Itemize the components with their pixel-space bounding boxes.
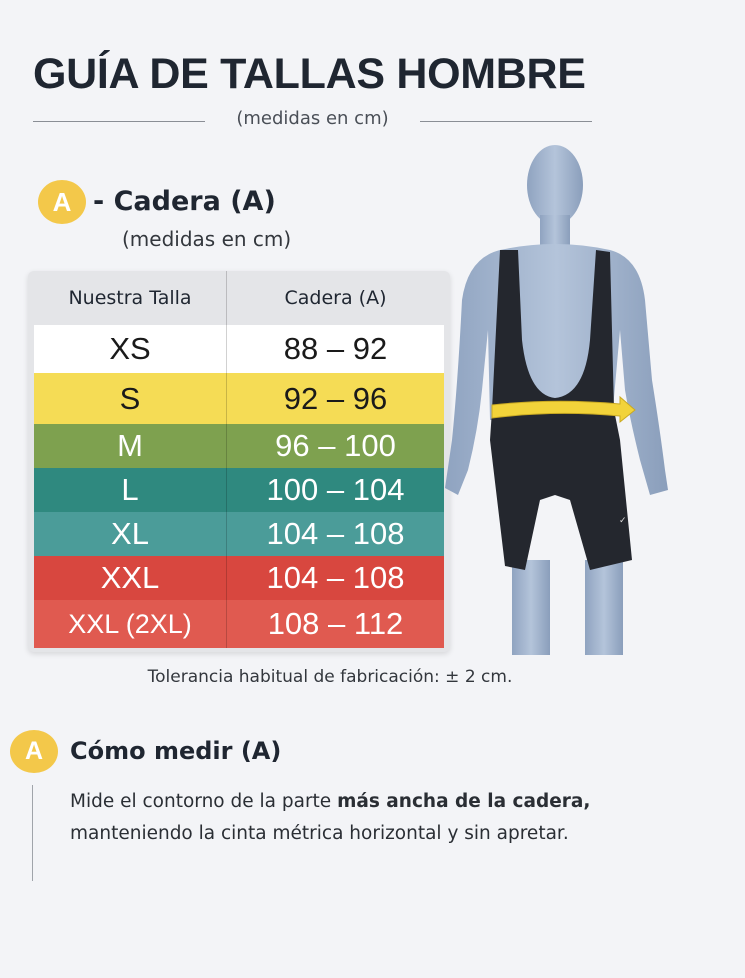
how-to-text: Mide el contorno de la parte más ancha d… [70, 786, 590, 850]
how-to-title: Cómo medir (A) [70, 737, 282, 765]
hip-range-cell: 104 – 108 [226, 512, 444, 556]
bold-text: más ancha de la cadera, [337, 791, 591, 812]
table-header: Nuestra Talla Cadera (A) [34, 271, 444, 325]
size-cell: XXL (2XL) [68, 608, 192, 639]
table-row: XXL (2XL) 108 – 112 [34, 600, 444, 648]
divider [420, 121, 592, 122]
size-cell: S [119, 380, 141, 416]
page-title: GUÍA DE TALLAS HOMBRE [33, 50, 586, 98]
section-units: (medidas en cm) [122, 227, 292, 251]
table-row: L 100 – 104 [34, 468, 444, 512]
measuring-tape [491, 395, 636, 424]
table-row: XL 104 – 108 [34, 512, 444, 556]
size-cell: M [117, 428, 143, 463]
page-subtitle: (medidas en cm) [236, 108, 389, 129]
size-cell: XL [111, 516, 149, 551]
size-cell: L [121, 472, 139, 507]
hip-range-cell: 92 – 96 [226, 373, 444, 424]
table-row: S 92 – 96 [34, 373, 444, 424]
table-row: XXL 104 – 108 [34, 556, 444, 600]
hip-range-cell: 100 – 104 [226, 468, 444, 512]
text: manteniendo la cinta métrica horizontal … [70, 823, 569, 844]
hip-range-cell: 104 – 108 [226, 556, 444, 600]
text: Mide el contorno de la parte [70, 791, 338, 812]
section-title: - Cadera (A) [93, 186, 276, 217]
badge-a: A [10, 730, 58, 773]
tolerance-note: Tolerancia habitual de fabricación: ± 2 … [147, 667, 513, 687]
table-row: XS 88 – 92 [34, 325, 444, 373]
divider [33, 121, 205, 122]
divider [32, 785, 33, 881]
hip-range-cell: 96 – 100 [226, 424, 444, 468]
hip-range-cell: 108 – 112 [226, 600, 444, 648]
badge-a: A [38, 180, 86, 224]
size-cell: XXL [100, 560, 160, 595]
hip-range-cell: 88 – 92 [226, 325, 444, 373]
header-hip: Cadera (A) [226, 271, 444, 325]
size-cell: XS [109, 331, 151, 366]
size-table: Nuestra Talla Cadera (A) XS 88 – 92 S 92 – … [28, 271, 450, 652]
brand-logo: ✓ [619, 516, 627, 526]
table-row: M 96 – 100 [34, 424, 444, 468]
header-size: Nuestra Talla [68, 287, 192, 309]
